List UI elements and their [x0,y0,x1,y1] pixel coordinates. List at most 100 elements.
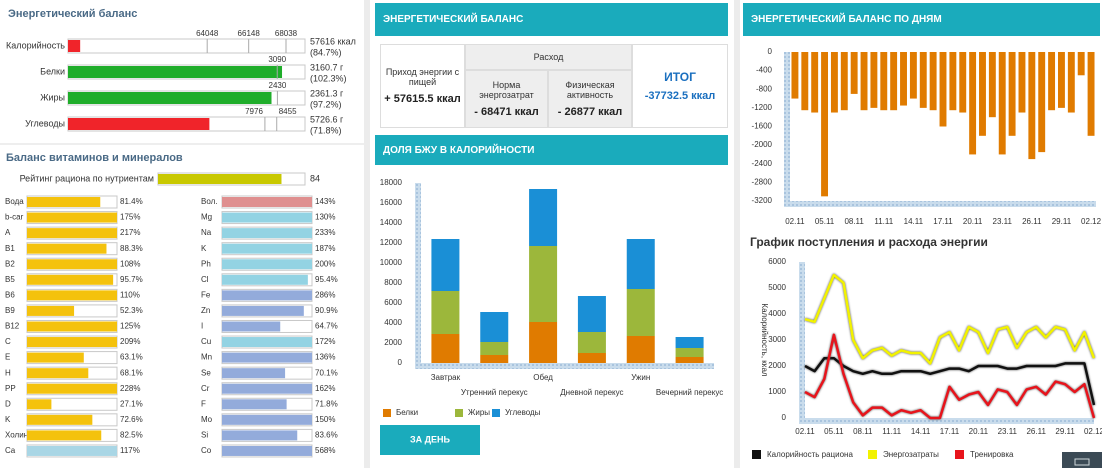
bar [840,52,848,111]
bar [27,352,84,363]
nutrient-percent: 117% [120,446,140,455]
bar [68,92,272,104]
bar-segment [431,239,460,291]
bar [27,243,107,254]
y-tick-label: 2000 [384,338,402,347]
bar [222,321,281,332]
x-tick-label: 17.11 [940,427,960,436]
bar [890,52,898,111]
nutrient-name: D [5,399,11,408]
y-tick-label: -1600 [752,122,773,131]
activity-cell: Физическая активность - 26877 ккал [548,70,632,128]
bar [27,430,102,441]
nutrient-percent: 228% [120,384,140,393]
bar [27,337,117,348]
bar [870,52,878,108]
bar-segment [675,337,704,348]
series-line [804,333,1096,420]
nutrient-percent: 162% [315,384,335,393]
legend-label: Калорийность рациона [767,450,853,459]
value-text: 2361.3 г [310,88,344,98]
axis-strip [799,262,805,418]
menu-icon[interactable] [1062,452,1102,468]
income-label: Приход энергии с пищей [385,67,460,87]
norm-label: Норма энергозатрат [479,80,534,100]
norm-value: - 68471 ккал [474,106,539,118]
bar-segment [577,296,606,332]
nutrient-percent: 150% [315,415,335,424]
bar-segment [577,332,606,353]
y-tick-label: -2000 [752,140,773,149]
bar [821,52,829,197]
x-tick-label: Завтрак [431,373,461,382]
nutrient-name: I [201,322,203,331]
y-tick-label: -2400 [752,159,773,168]
bar [222,274,308,285]
percent-text: (97.2%) [310,99,342,109]
nutrient-percent: 568% [315,446,335,455]
bar [27,414,93,425]
x-tick-label: Обед [533,373,553,382]
x-tick-label: 14.11 [904,217,924,226]
x-tick-label: 02.12 [1084,427,1102,436]
bar-segment [626,336,655,363]
day-button[interactable] [380,425,480,455]
value-text: 3160.7 г [310,62,344,72]
nutrient-percent: 130% [315,213,335,222]
bar [222,197,312,207]
x-tick-label: 14.11 [911,427,931,436]
nutrient-name: Ph [201,259,211,268]
y-tick-label: 12000 [380,238,403,247]
y-tick-label: 10000 [380,258,403,267]
nutrient-percent: 83.6% [315,431,338,440]
bar [222,243,312,254]
bar [1048,52,1056,111]
nutrient-name: Cr [201,384,210,393]
percent-text: (84.7%) [310,47,342,57]
bar [222,337,312,348]
y-tick-label: 5000 [768,283,786,292]
bar-segment [529,246,558,322]
bar-segment [480,342,509,355]
percent-text: (71.8%) [310,125,342,135]
daily-header: ЭНЕРГЕТИЧЕСКИЙ БАЛАНС ПО ДНЯМ [743,3,1100,36]
nutrient-name: K [201,244,207,253]
nutrient-name: b-car [5,213,24,222]
y-tick-label: 3000 [768,335,786,344]
y-axis-label: Калорийность, ккал [760,303,769,376]
nutrient-percent: 64.7% [315,322,338,331]
bar [222,290,312,301]
vitamins-title: Баланс витаминов и минералов [6,152,183,164]
nutrient-name: Вол. [201,197,218,206]
axis-strip [799,418,1094,424]
bar [1057,52,1065,108]
nutrient-percent: 233% [315,228,335,237]
nutrient-name: B12 [5,322,20,331]
expense-header: Расход [465,44,632,70]
bar [222,399,287,410]
bar-segment [529,189,558,246]
bar [68,118,210,130]
bar [222,305,304,316]
nutrient-percent: 217% [120,228,140,237]
x-tick-label: 17.11 [933,217,953,226]
nutrient-percent: 72.6% [120,415,143,424]
bar [939,52,947,127]
summary-table: Приход энергии с пищей + 57615.5 ккал Ра… [380,44,728,128]
nutrient-percent: 125% [120,322,140,331]
marker-label: 68038 [275,29,298,38]
x-tick-label: 11.11 [874,217,893,226]
day-button-label[interactable]: ЗА ДЕНЬ [410,434,451,444]
bar [222,383,312,394]
nutrient-percent: 95.4% [315,275,338,284]
x-tick-label: 08.11 [844,217,864,226]
y-tick-label: 0 [398,358,403,367]
summary-header: ЭНЕРГЕТИЧЕСКИЙ БАЛАНС [375,3,728,36]
x-tick-label: 20.11 [963,217,983,226]
total-value: -37732.5 ккал [644,90,716,102]
bar [1028,52,1036,160]
value-text: 57616 ккал [310,36,356,46]
bar [791,52,799,99]
bar [27,445,117,456]
